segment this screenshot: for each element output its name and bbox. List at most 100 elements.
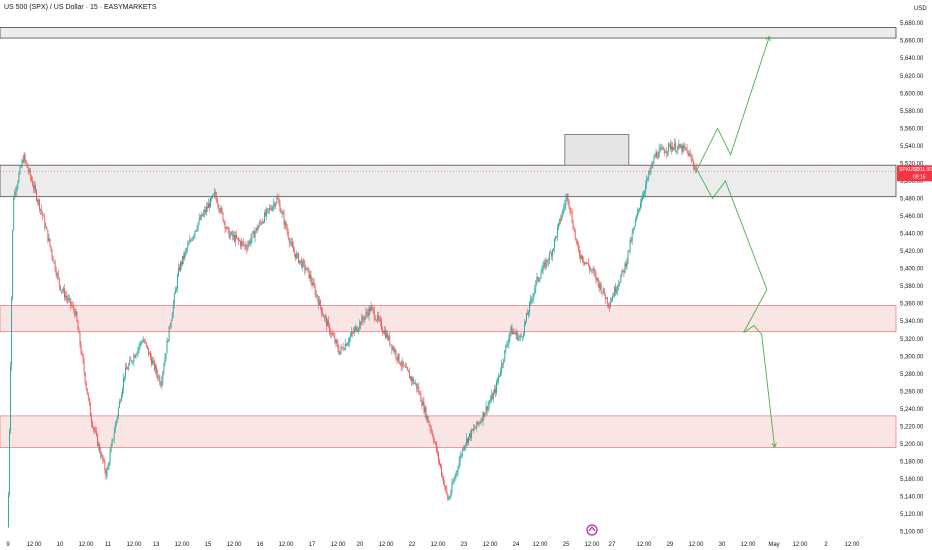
consolidation-box bbox=[564, 134, 630, 166]
candle bbox=[60, 290, 62, 294]
candle-body bbox=[294, 251, 295, 254]
candle-body bbox=[483, 412, 485, 417]
candle-body bbox=[501, 363, 503, 372]
candle bbox=[234, 231, 236, 247]
candle bbox=[373, 306, 375, 323]
candle-body bbox=[195, 230, 197, 232]
candle bbox=[460, 453, 462, 459]
candle bbox=[275, 202, 277, 209]
candle-body bbox=[330, 332, 332, 335]
candle bbox=[590, 266, 592, 273]
candle bbox=[297, 252, 299, 259]
candle bbox=[353, 327, 354, 335]
candle-body bbox=[656, 152, 658, 157]
candle-body bbox=[379, 319, 381, 321]
candle-body bbox=[686, 149, 688, 151]
candle bbox=[364, 315, 366, 323]
candle-body bbox=[537, 276, 539, 281]
candle-body bbox=[471, 429, 473, 438]
candle-body bbox=[158, 376, 160, 378]
candle bbox=[42, 211, 44, 221]
zone-layer bbox=[0, 27, 897, 448]
candle-body bbox=[229, 234, 231, 239]
candle-body bbox=[393, 347, 395, 352]
candle bbox=[12, 229, 14, 301]
candle-body bbox=[676, 150, 678, 152]
candle bbox=[480, 418, 482, 425]
candle-body bbox=[128, 364, 130, 370]
candle bbox=[327, 318, 329, 327]
candle bbox=[564, 199, 566, 213]
candle-body bbox=[369, 307, 371, 312]
candle bbox=[690, 152, 692, 164]
candle bbox=[313, 278, 315, 289]
candle-body bbox=[574, 230, 576, 239]
candle-body bbox=[571, 212, 573, 223]
candle bbox=[248, 239, 250, 248]
candle-body bbox=[649, 171, 651, 173]
candle bbox=[557, 224, 559, 242]
candle bbox=[295, 253, 296, 262]
candle-body bbox=[153, 360, 155, 362]
candle bbox=[169, 323, 171, 330]
candle-body bbox=[242, 241, 244, 243]
candle bbox=[137, 346, 139, 358]
candle-body bbox=[127, 369, 129, 370]
candle-body bbox=[19, 166, 21, 174]
candle bbox=[309, 271, 311, 282]
candle bbox=[97, 433, 99, 447]
candle bbox=[281, 209, 283, 218]
candle bbox=[669, 143, 670, 148]
candle bbox=[464, 443, 466, 452]
candle-body bbox=[542, 264, 544, 271]
candle bbox=[66, 290, 67, 303]
candle-body bbox=[677, 146, 679, 151]
candle-body bbox=[139, 342, 141, 347]
candle-body bbox=[554, 239, 555, 249]
candle-body bbox=[452, 483, 454, 484]
candle bbox=[412, 376, 414, 385]
candle-body bbox=[26, 162, 28, 168]
candle-body bbox=[194, 231, 196, 236]
candle-body bbox=[344, 343, 346, 350]
y-tick-label: 5,540.00 bbox=[900, 144, 924, 150]
candle bbox=[344, 338, 346, 352]
candle bbox=[134, 353, 136, 358]
candle bbox=[116, 414, 118, 423]
candle bbox=[271, 204, 273, 212]
candle-body bbox=[375, 320, 377, 321]
candle-body bbox=[445, 486, 447, 488]
candle-body bbox=[21, 160, 23, 167]
candle bbox=[45, 222, 47, 229]
candle bbox=[426, 413, 428, 424]
candle-body bbox=[536, 276, 538, 282]
candle bbox=[141, 338, 143, 345]
candle-body bbox=[591, 269, 593, 271]
candle bbox=[229, 230, 231, 241]
candle-body bbox=[589, 266, 591, 270]
candle-body bbox=[425, 407, 427, 419]
candle bbox=[479, 420, 481, 426]
candle-body bbox=[435, 443, 437, 452]
candle bbox=[347, 337, 349, 347]
candle bbox=[114, 421, 116, 434]
candle-body bbox=[531, 299, 533, 300]
candle bbox=[602, 286, 604, 294]
candle bbox=[421, 399, 423, 410]
candle bbox=[654, 153, 656, 158]
candle bbox=[164, 353, 166, 366]
candle bbox=[74, 308, 76, 318]
candle bbox=[448, 495, 450, 501]
candle bbox=[679, 143, 681, 149]
candle-body bbox=[400, 365, 402, 366]
x-tick-label: 16 bbox=[257, 542, 264, 548]
candle-body bbox=[615, 287, 617, 293]
candle bbox=[61, 288, 63, 294]
candle-body bbox=[451, 483, 453, 493]
candle bbox=[500, 367, 502, 377]
candle-body bbox=[326, 317, 328, 327]
candle bbox=[113, 427, 115, 444]
candle-body bbox=[358, 328, 360, 331]
candle-body bbox=[240, 241, 242, 246]
